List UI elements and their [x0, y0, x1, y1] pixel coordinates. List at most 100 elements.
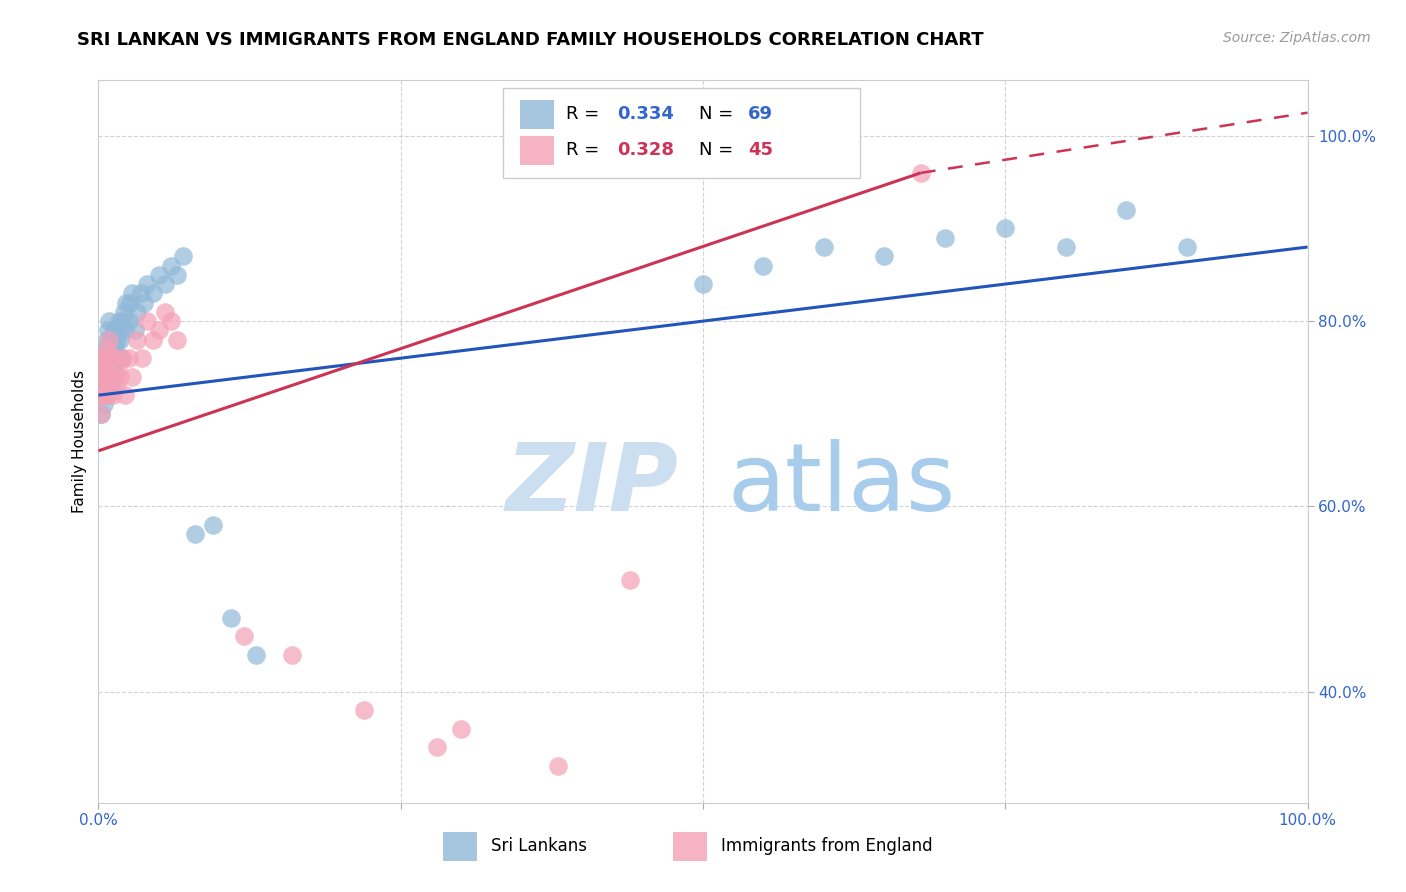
Text: 69: 69	[748, 105, 773, 123]
Point	[98, 333, 121, 347]
Point	[148, 268, 170, 282]
Point	[134, 295, 156, 310]
Point	[101, 388, 124, 402]
Point	[91, 360, 114, 375]
Point	[96, 342, 118, 356]
Point	[94, 351, 117, 366]
Point	[202, 517, 225, 532]
Point	[108, 369, 131, 384]
FancyBboxPatch shape	[503, 87, 860, 178]
Point	[873, 249, 896, 263]
Text: atlas: atlas	[727, 439, 956, 531]
Text: Source: ZipAtlas.com: Source: ZipAtlas.com	[1223, 31, 1371, 45]
Point	[118, 295, 141, 310]
Text: N =: N =	[699, 105, 740, 123]
Point	[105, 333, 128, 347]
Point	[121, 286, 143, 301]
Point	[118, 314, 141, 328]
Point	[96, 388, 118, 402]
Point	[100, 333, 122, 347]
Text: R =: R =	[567, 105, 606, 123]
Point	[142, 333, 165, 347]
Point	[353, 703, 375, 717]
Point	[934, 231, 956, 245]
Point	[142, 286, 165, 301]
Point	[96, 360, 118, 375]
Point	[98, 351, 121, 366]
Y-axis label: Family Households: Family Households	[72, 370, 87, 513]
Point	[103, 351, 125, 366]
Point	[96, 333, 118, 347]
Point	[104, 369, 127, 384]
Point	[101, 351, 124, 366]
Point	[114, 388, 136, 402]
Text: N =: N =	[699, 141, 740, 160]
Point	[114, 323, 136, 337]
Point	[107, 323, 129, 337]
Point	[91, 379, 114, 393]
Point	[91, 388, 114, 402]
Point	[97, 323, 120, 337]
Text: 0.334: 0.334	[617, 105, 673, 123]
Point	[124, 323, 146, 337]
Point	[752, 259, 775, 273]
Point	[96, 369, 118, 384]
Point	[426, 740, 449, 755]
Point	[100, 342, 122, 356]
Point	[135, 314, 157, 328]
Point	[103, 323, 125, 337]
Point	[281, 648, 304, 662]
Point	[94, 369, 117, 384]
Point	[450, 722, 472, 736]
Point	[111, 314, 134, 328]
Point	[93, 397, 115, 411]
Point	[172, 249, 194, 263]
Text: SRI LANKAN VS IMMIGRANTS FROM ENGLAND FAMILY HOUSEHOLDS CORRELATION CHART: SRI LANKAN VS IMMIGRANTS FROM ENGLAND FA…	[77, 31, 984, 49]
Point	[160, 314, 183, 328]
Point	[93, 351, 115, 366]
Bar	[520, 136, 554, 165]
Point	[94, 360, 117, 375]
Point	[98, 314, 121, 328]
Bar	[672, 831, 707, 861]
Point	[107, 360, 129, 375]
Point	[98, 369, 121, 384]
Point	[108, 333, 131, 347]
Point	[97, 379, 120, 393]
Point	[115, 295, 138, 310]
Point	[89, 388, 111, 402]
Point	[111, 351, 134, 366]
Point	[100, 360, 122, 375]
Point	[100, 369, 122, 384]
Point	[94, 379, 117, 393]
Point	[221, 610, 243, 624]
Point	[103, 360, 125, 375]
Point	[813, 240, 835, 254]
Text: 0.328: 0.328	[617, 141, 673, 160]
Point	[153, 277, 176, 291]
Point	[97, 388, 120, 402]
Text: 45: 45	[748, 141, 773, 160]
Point	[97, 351, 120, 366]
Point	[91, 388, 114, 402]
Bar	[443, 831, 477, 861]
Point	[131, 351, 153, 366]
Text: Sri Lankans: Sri Lankans	[492, 838, 588, 855]
Point	[245, 648, 267, 662]
Point	[910, 166, 932, 180]
Point	[100, 351, 122, 366]
Bar	[520, 100, 554, 128]
Point	[232, 629, 254, 643]
Point	[127, 305, 149, 319]
Point	[105, 351, 128, 366]
Point	[91, 351, 114, 366]
Point	[90, 369, 112, 384]
Point	[112, 305, 135, 319]
Text: Immigrants from England: Immigrants from England	[721, 838, 932, 855]
Point	[692, 277, 714, 291]
Point	[104, 342, 127, 356]
Point	[166, 268, 188, 282]
Point	[91, 369, 114, 384]
Point	[129, 286, 152, 301]
Point	[1175, 240, 1198, 254]
